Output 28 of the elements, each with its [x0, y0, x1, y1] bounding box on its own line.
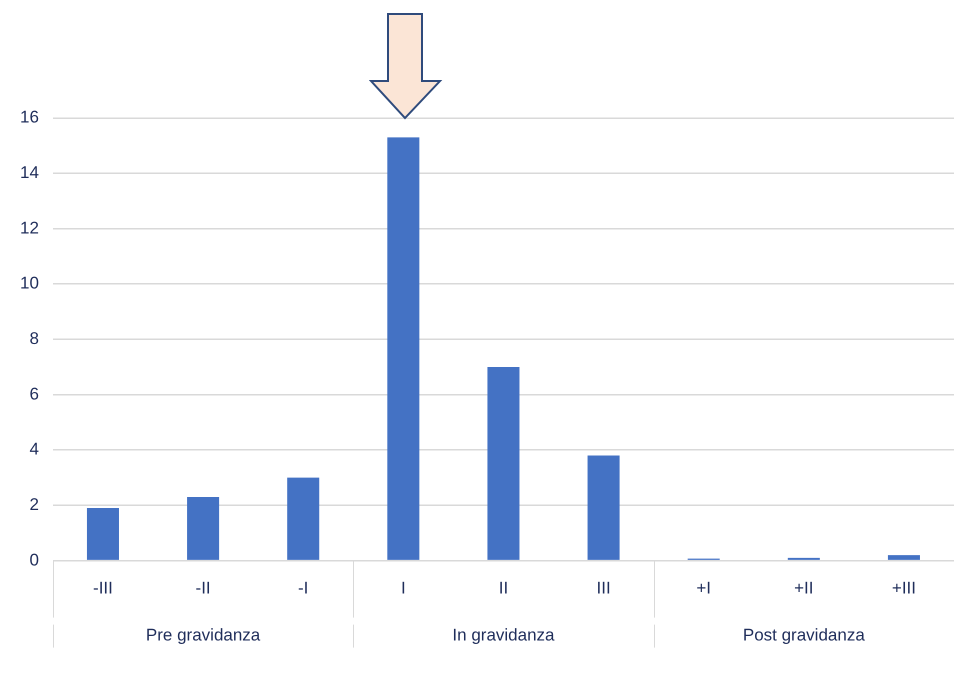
x-tick-label: +II — [794, 578, 814, 598]
y-tick-label: 6 — [29, 384, 39, 404]
bar — [487, 366, 520, 560]
x-tick-label: -II — [196, 578, 211, 598]
x-tick-label: +III — [892, 578, 916, 598]
text: Post gravidanza — [742, 625, 866, 644]
y-tick-label: 12 — [20, 218, 39, 238]
bar — [287, 478, 320, 560]
y-tick-label: 4 — [29, 440, 39, 459]
bar — [187, 496, 220, 560]
x-tick-label: II — [498, 578, 508, 598]
x-tick-label: -I — [298, 578, 308, 598]
y-tick-label: 16 — [20, 108, 39, 127]
y-tick-label: 2 — [29, 494, 39, 514]
y-tick-label: 8 — [29, 328, 39, 348]
x-tick-label: +I — [696, 578, 712, 598]
bar — [588, 455, 620, 560]
bar — [888, 555, 920, 560]
text: In gravidanza — [452, 625, 556, 644]
x-tick-label: III — [596, 578, 611, 598]
y-tick-label: 10 — [20, 274, 39, 293]
bar — [86, 508, 119, 560]
x-tick-label: I — [400, 578, 406, 598]
text: Pre gravidanza — [146, 625, 261, 644]
x-tick-label: -III — [93, 578, 113, 598]
bar — [387, 137, 420, 560]
y-tick-label: 14 — [20, 163, 39, 182]
y-tick-label: 0 — [29, 550, 39, 570]
